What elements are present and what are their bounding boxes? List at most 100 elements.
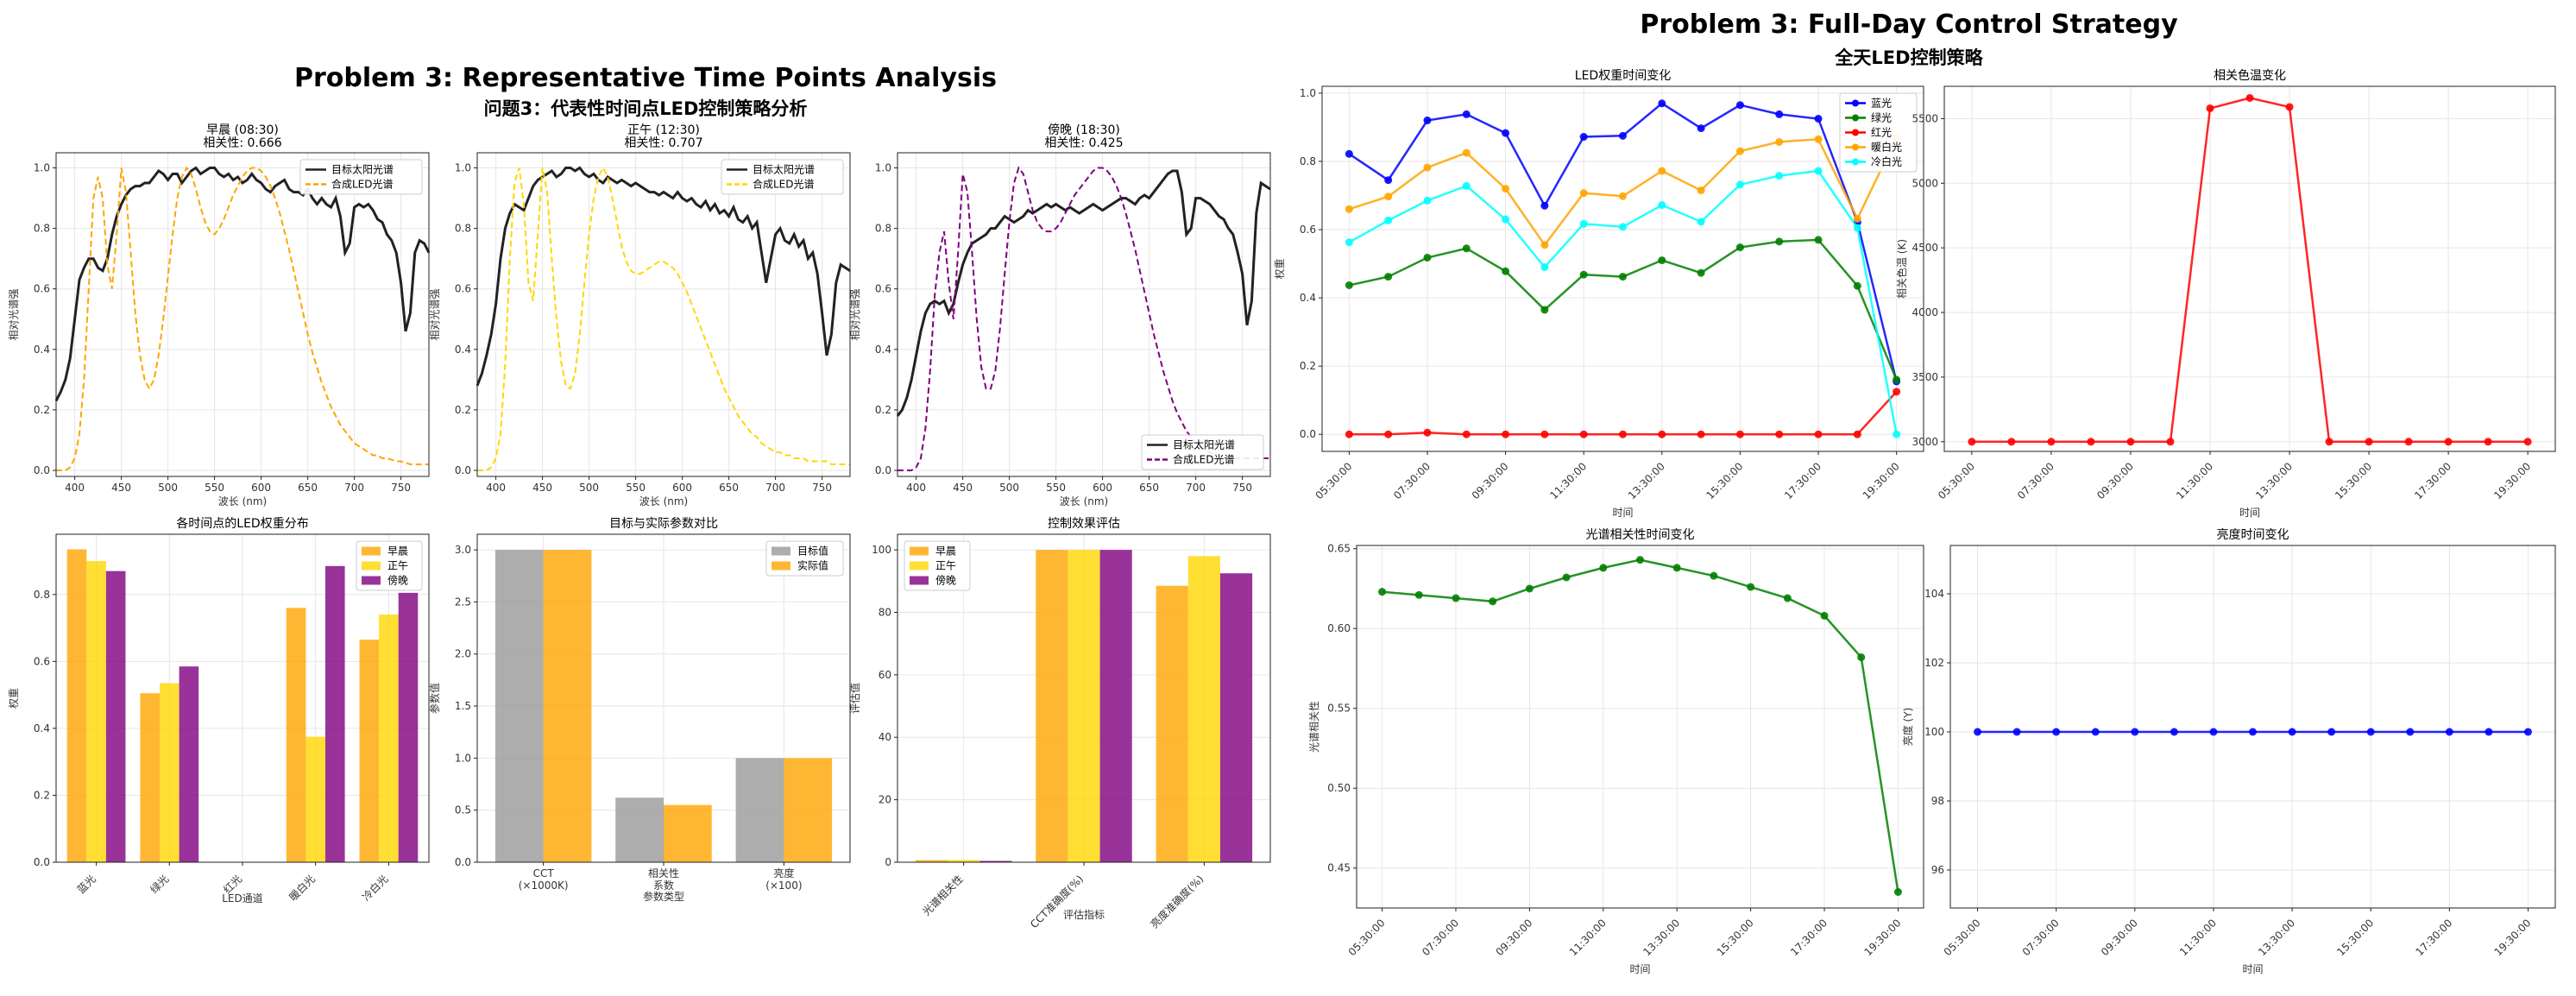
x-tick-label: 400 bbox=[906, 482, 926, 494]
bar bbox=[359, 640, 380, 862]
data-point bbox=[1540, 201, 1549, 210]
x-tick-label: 蓝光 bbox=[75, 873, 98, 896]
y-tick-label: 0.8 bbox=[34, 589, 50, 601]
legend-marker bbox=[1852, 158, 1859, 166]
series-line bbox=[896, 169, 1271, 417]
x-tick-label: 09:30:00 bbox=[2094, 460, 2136, 501]
series-line bbox=[476, 166, 851, 387]
chart-subtitle: 相关性: 0.707 bbox=[624, 136, 702, 150]
y-tick-label: 0.8 bbox=[1300, 155, 1316, 167]
chart-title: 正午 (12:30) bbox=[627, 123, 700, 137]
x-axis-label: 波长 (nm) bbox=[639, 495, 688, 507]
data-point bbox=[1540, 306, 1549, 314]
x-tick-label: 400 bbox=[486, 482, 506, 494]
data-point bbox=[1672, 564, 1681, 572]
x-tick-label: 17:30:00 bbox=[2412, 460, 2453, 501]
data-point bbox=[1462, 181, 1471, 190]
y-tick-label: 0.0 bbox=[455, 464, 471, 476]
legend-marker bbox=[1852, 143, 1859, 151]
data-point bbox=[2366, 728, 2375, 736]
y-tick-label: 3.0 bbox=[455, 544, 471, 556]
legend-label: 正午 bbox=[935, 560, 956, 572]
data-point bbox=[1579, 133, 1588, 142]
x-tick-label: 绿光 bbox=[148, 873, 172, 897]
data-point bbox=[1345, 205, 1353, 213]
data-point bbox=[1384, 176, 1393, 185]
x-tick-label: 550 bbox=[1046, 482, 1066, 494]
y-tick-label: 0.4 bbox=[875, 344, 891, 356]
data-point bbox=[2209, 728, 2218, 736]
x-axis-label: 时间 bbox=[2239, 507, 2260, 519]
bar bbox=[543, 550, 592, 862]
y-tick-label: 0.4 bbox=[455, 344, 471, 356]
data-point bbox=[1502, 185, 1510, 193]
x-tick-label: 05:30:00 bbox=[1936, 460, 1977, 501]
data-point bbox=[1658, 256, 1666, 265]
bar bbox=[105, 570, 126, 862]
chart-subtitle: 相关性: 0.666 bbox=[203, 136, 281, 150]
y-tick-label: 0 bbox=[885, 856, 891, 868]
plot-background bbox=[56, 153, 429, 476]
y-axis-label: 权重 bbox=[1274, 258, 1286, 279]
legend-label: 早晨 bbox=[935, 545, 956, 558]
legend-swatch bbox=[910, 561, 929, 570]
x-tick-label: 600 bbox=[251, 482, 271, 494]
data-point bbox=[2327, 728, 2336, 736]
chart-fullday_cct: 3000 3500 4000 4500 5000 5500 05:30:00 07:30:00… bbox=[1896, 68, 2556, 519]
x-tick-label: 11:30:00 bbox=[2177, 917, 2219, 958]
x-tick-label: 暖白光 bbox=[287, 873, 318, 904]
chart-bar_weights: 0.00.20.40.60.8蓝光 绿光 红光 暖白光 冷白光各时间点的LED权重分布权… bbox=[8, 517, 430, 905]
bar bbox=[979, 860, 1012, 862]
legend-swatch bbox=[362, 576, 381, 585]
plot-frame bbox=[476, 533, 851, 863]
data-point bbox=[1345, 149, 1353, 158]
plot-background bbox=[898, 153, 1270, 476]
y-tick-label: 0.8 bbox=[875, 223, 891, 235]
x-tick-label: 700 bbox=[1186, 482, 1206, 494]
data-point bbox=[1384, 216, 1393, 224]
legend-label: 傍晚 bbox=[387, 574, 408, 587]
data-point bbox=[1423, 117, 1432, 125]
data-point bbox=[1619, 131, 1627, 140]
x-tick-label: 11:30:00 bbox=[1567, 917, 1609, 958]
plot-frame bbox=[1321, 85, 1924, 452]
y-axis-label: 评估值 bbox=[848, 683, 861, 714]
y-tick-label: 0.8 bbox=[34, 223, 50, 235]
x-tick-label: 500 bbox=[158, 482, 178, 494]
plot-frame bbox=[55, 152, 430, 477]
data-point bbox=[2523, 728, 2532, 736]
plot-frame bbox=[1949, 545, 2556, 909]
legend-label: 蓝光 bbox=[1871, 98, 1892, 110]
x-tick-label: 650 bbox=[298, 482, 318, 494]
data-point bbox=[2206, 104, 2214, 112]
legend-swatch bbox=[362, 546, 381, 556]
data-point bbox=[1452, 594, 1460, 602]
chart-fullday_lum: 96 98 100 102 104 05:30:00 07:30:00 09:30:00 11:… bbox=[1901, 527, 2556, 975]
y-tick-label: 0.8 bbox=[455, 223, 471, 235]
y-axis-label: 相对光谱强 bbox=[849, 288, 861, 340]
bar bbox=[86, 561, 106, 862]
data-point bbox=[1697, 430, 1705, 438]
y-tick-label: 2.0 bbox=[455, 648, 471, 660]
data-point bbox=[1345, 430, 1353, 438]
y-tick-label: 5500 bbox=[1912, 112, 1938, 124]
legend-marker bbox=[1852, 99, 1859, 107]
data-point bbox=[2325, 438, 2334, 446]
data-point bbox=[1710, 571, 1718, 580]
x-tick-label: 19:30:00 bbox=[2492, 917, 2534, 958]
x-tick-label: 07:30:00 bbox=[1391, 460, 1433, 501]
y-axis-label: 权重 bbox=[8, 688, 20, 709]
plot-background bbox=[1322, 86, 1924, 451]
x-tick-label: 750 bbox=[1232, 482, 1252, 494]
chart-spec_evening: 0.0 0.2 0.4 0.6 0.8 1.0 400 450 500 550 600 650 700 7… bbox=[849, 123, 1271, 507]
bar bbox=[379, 615, 399, 862]
legend-label: 目标太阳光谱 bbox=[1173, 438, 1235, 451]
y-tick-label: 0.5 bbox=[455, 804, 471, 816]
y-tick-label: 0.6 bbox=[455, 283, 471, 295]
data-point bbox=[1502, 129, 1510, 137]
x-tick-label: 系数 bbox=[653, 879, 674, 892]
plot-frame bbox=[897, 152, 1271, 477]
plot-frame bbox=[1356, 545, 1924, 909]
x-tick-label: 13:30:00 bbox=[1626, 460, 1667, 501]
